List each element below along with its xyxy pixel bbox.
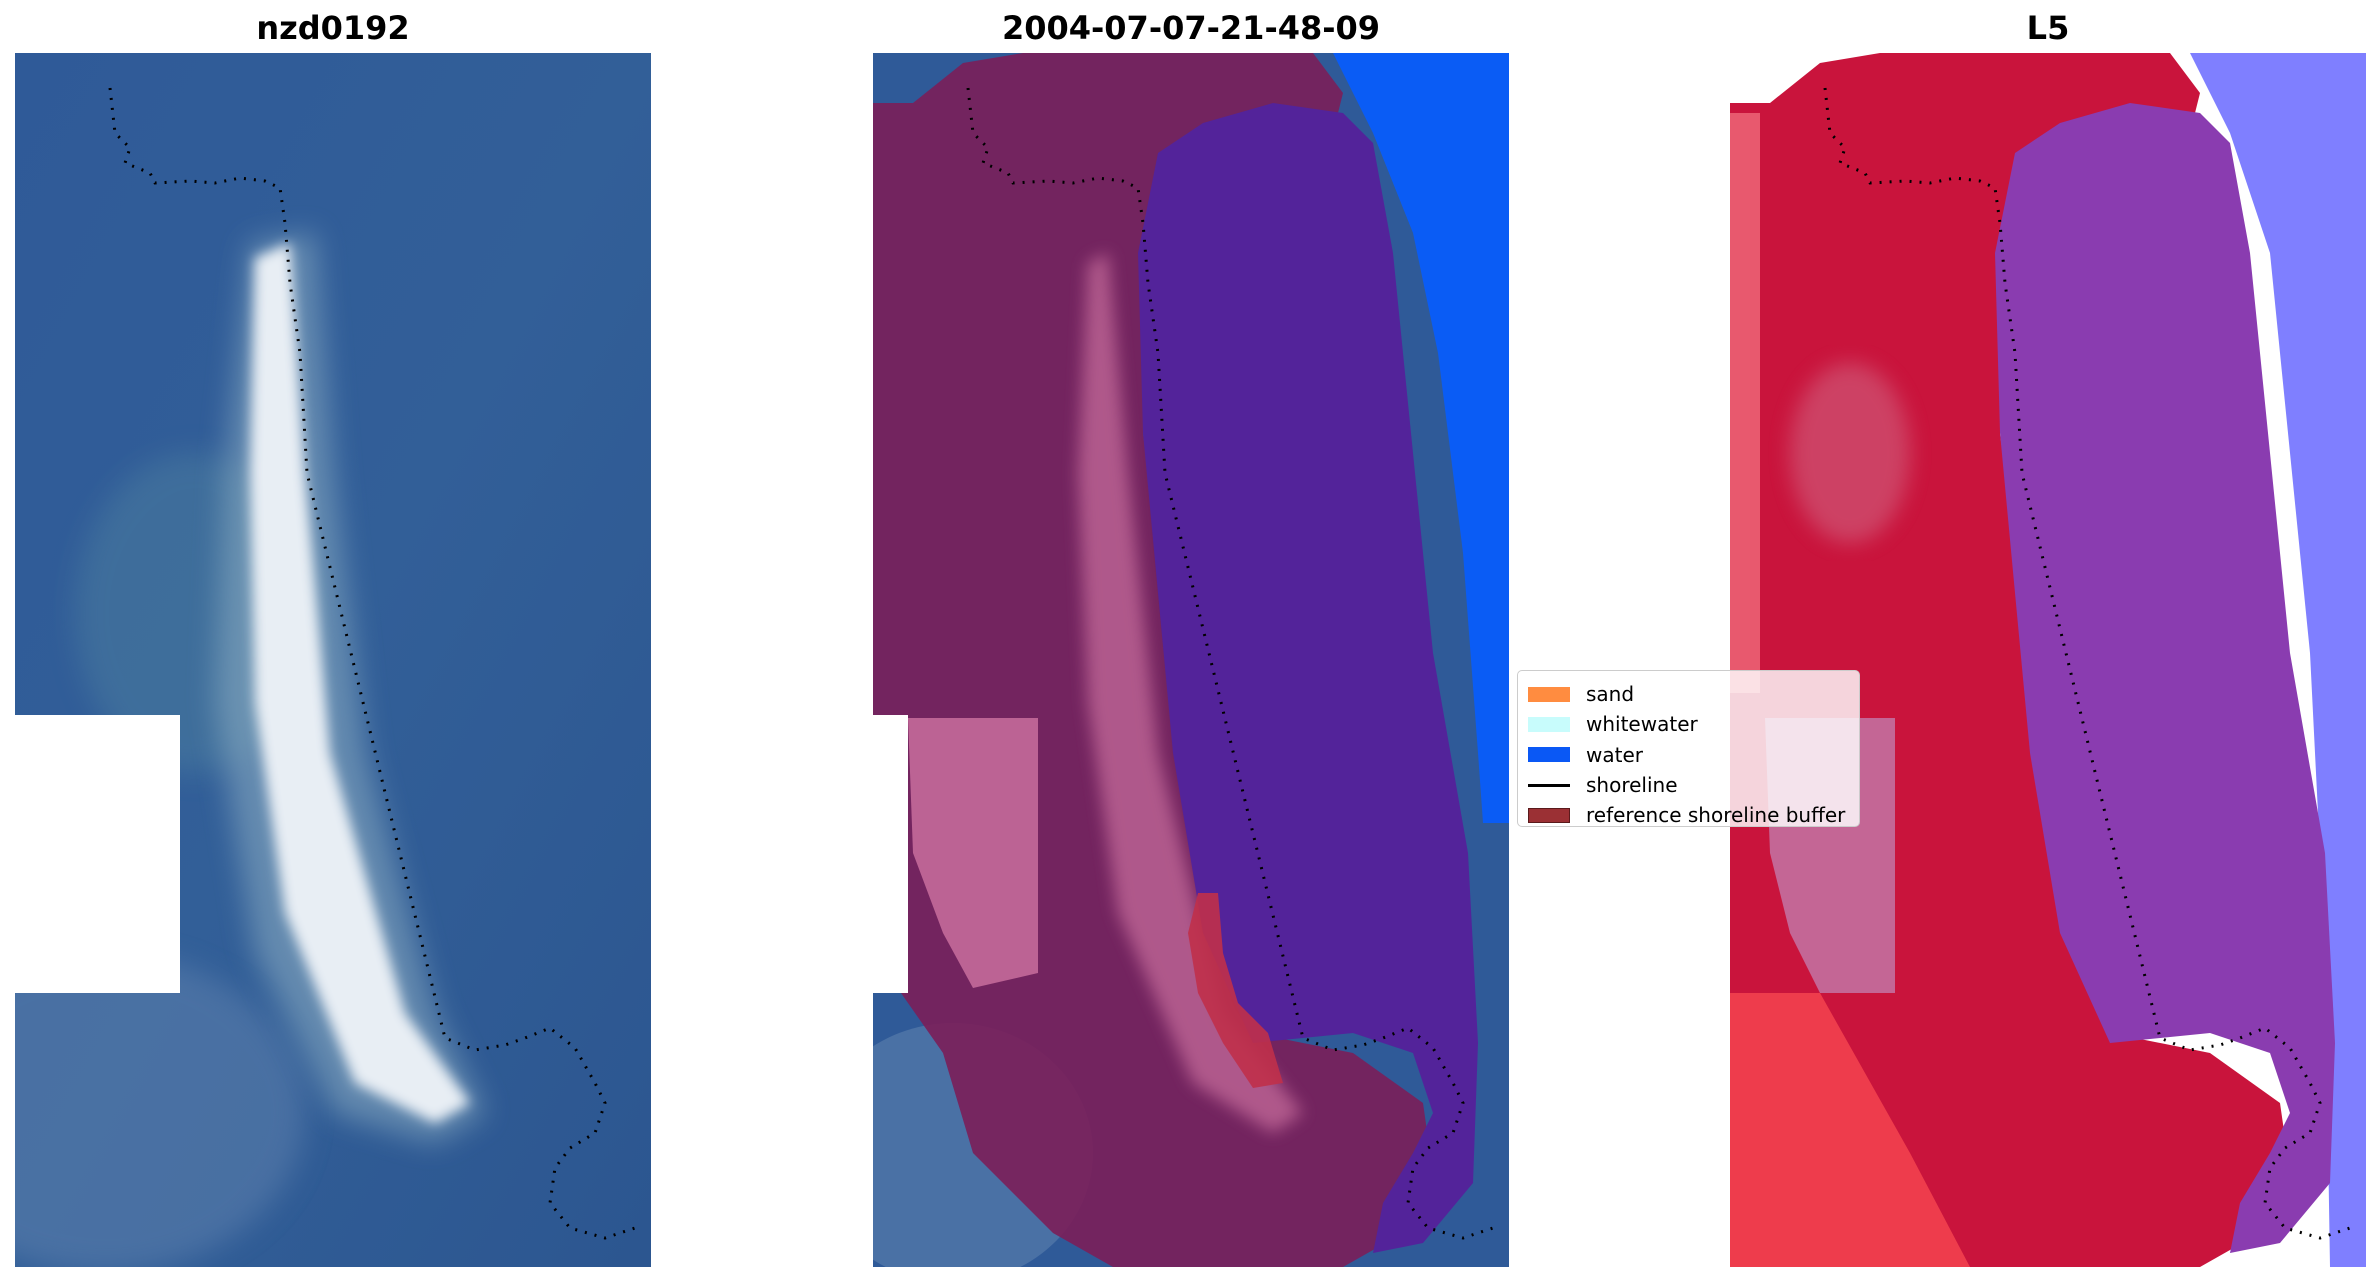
panel-title-imagery: nzd0192 — [256, 9, 410, 47]
whitewater-swatch — [1528, 716, 1570, 732]
panel-title-index: L5 — [2026, 9, 2070, 47]
legend-label-whitewater: whitewater — [1586, 712, 1698, 737]
legend-item-shoreline: shoreline — [1528, 770, 1849, 800]
classification-panel — [873, 53, 1509, 1267]
nodata-mask — [873, 715, 908, 993]
legend-item-whitewater: whitewater — [1528, 709, 1849, 739]
satellite-image — [15, 53, 651, 1267]
water-class-region — [1333, 53, 1509, 823]
legend-item-reference-buffer: reference shoreline buffer — [1528, 800, 1849, 830]
sand-swatch — [1528, 686, 1570, 702]
legend-label-shoreline: shoreline — [1586, 773, 1678, 798]
legend: sand whitewater water shoreline referenc… — [1517, 670, 1860, 827]
index-map-panel — [1730, 53, 2366, 1267]
water-swatch — [1528, 747, 1570, 763]
index-left-strip — [1730, 113, 1760, 693]
shoreline-swatch — [1528, 783, 1570, 787]
index-red-block — [1730, 993, 1970, 1267]
index-water-edge — [2190, 53, 2366, 1267]
index-map-image — [1730, 53, 2366, 1267]
sand-class-patches — [1188, 893, 1283, 1088]
classification-image — [873, 53, 1509, 1267]
legend-item-sand: sand — [1528, 679, 1849, 709]
legend-label-water: water — [1586, 742, 1643, 767]
shallow-reef — [15, 953, 305, 1267]
index-bright-patch — [1790, 363, 1910, 543]
panel-title-classification: 2004-07-07-21-48-09 — [1001, 9, 1381, 47]
nodata-mask — [15, 715, 180, 993]
sand-spit — [250, 243, 470, 1123]
buffer-spit — [1078, 253, 1303, 1133]
legend-label-sand: sand — [1586, 682, 1635, 707]
buffer-left-block — [908, 718, 1038, 988]
satellite-imagery-panel — [15, 53, 651, 1267]
legend-label-reference-buffer: reference shoreline buffer — [1586, 803, 1846, 828]
reference-buffer-swatch — [1528, 807, 1570, 823]
legend-item-water: water — [1528, 740, 1849, 770]
index-water-region — [1995, 103, 2335, 1253]
